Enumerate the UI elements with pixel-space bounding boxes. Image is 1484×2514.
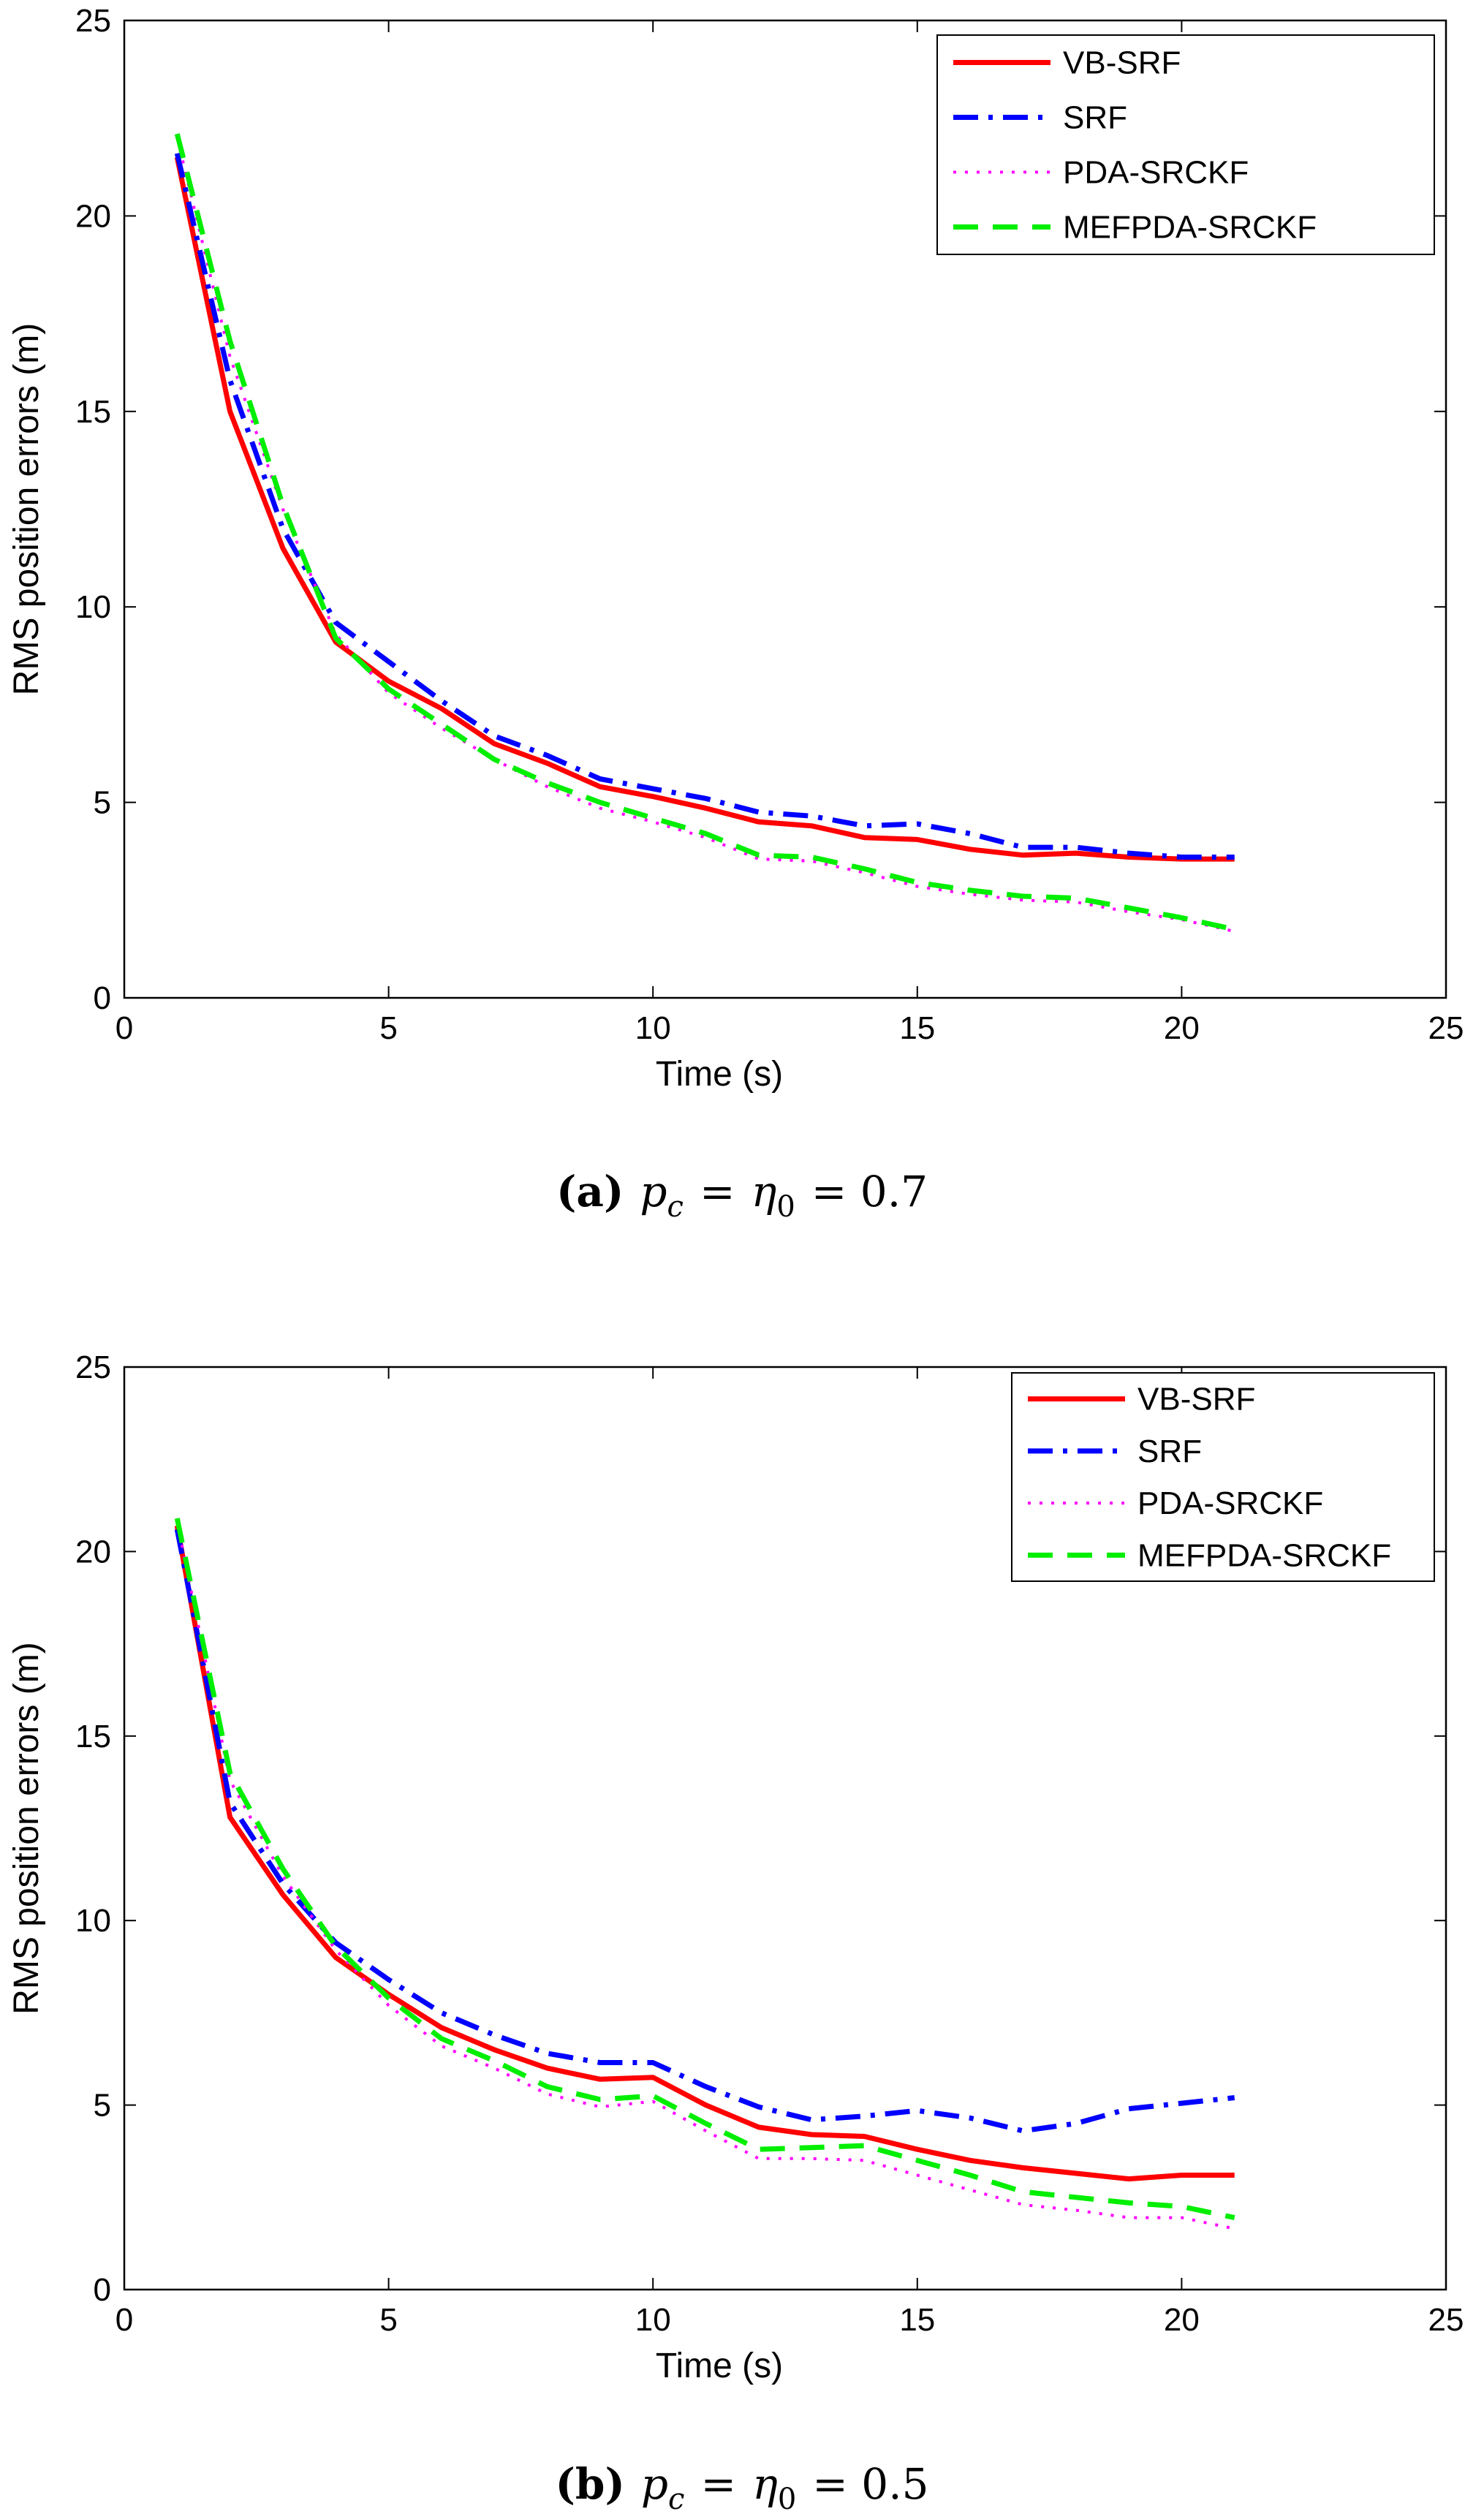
legend-box [936,34,1435,255]
series-line-mefpda-srckf [174,133,1235,932]
caption: (a) pc = η0 = 0.7 [556,1167,928,1224]
caption-value: = 0.5 [812,2459,928,2509]
caption-sub: c [668,2483,684,2514]
caption-label: (a) [556,1167,624,1216]
caption-eq: = [700,2459,736,2509]
caption-var: p [640,1167,667,1216]
legend-label: MEFPDA-SRCKF [1137,1537,1391,1573]
y-tick-label: 10 [75,589,111,625]
legend: VB-SRF SRF PDA-SRCKF MEFPDA-SRCKF [1011,1372,1435,1582]
x-tick-label: 20 [1164,2302,1200,2338]
chart-panel-a: 0 5 10 15 20 25 0 5 10 15 20 25 Time (s) RMS position… [7,3,1464,1224]
y-tick-label: 25 [75,1349,111,1385]
y-tick-label: 15 [75,394,111,430]
caption-sub: 0 [776,1190,795,1224]
legend-label: VB-SRF [1137,1382,1255,1417]
y-tick-label: 0 [94,2272,111,2308]
series-line-mefpda-srckf [174,1518,1235,2221]
series-line-pda-srckf [175,1521,1235,2230]
y-tick-label: 25 [75,3,111,39]
legend-label: SRF [1137,1434,1202,1469]
legend-label: VB-SRF [1063,45,1181,81]
caption-var: p [641,2459,668,2509]
caption-sub: 0 [778,2483,796,2514]
legend-box [1011,1372,1435,1582]
y-axis-label: RMS position errors (m) [7,323,46,695]
y-tick-label: 0 [94,980,111,1016]
caption-value: = 0.7 [811,1167,928,1216]
x-tick-label: 20 [1164,1010,1200,1046]
series-line-vb-srf [174,1525,1235,2182]
y-axis-label: RMS position errors (m) [7,1642,46,2014]
y-tick-label: 5 [94,2088,111,2124]
x-tick-label: 10 [635,1010,671,1046]
x-tick-label: 15 [899,1010,935,1046]
legend-label: PDA-SRCKF [1137,1485,1323,1521]
x-tick-label: 0 [116,1010,133,1046]
series-line-srf [174,1529,1235,2134]
legend-label: MEFPDA-SRCKF [1063,210,1317,246]
legend-label: PDA-SRCKF [1063,155,1249,191]
x-tick-label: 10 [635,2302,671,2338]
caption: (b) pc = η0 = 0.5 [555,2459,928,2514]
caption-sub: c [667,1190,684,1224]
y-tick-label: 20 [75,1534,111,1570]
x-tick-label: 25 [1428,1010,1464,1046]
series-line-srf [174,153,1235,860]
y-tick-label: 5 [94,785,111,821]
x-tick-label: 15 [899,2302,935,2338]
x-tick-label: 0 [116,2302,133,2338]
x-tick-label: 5 [379,1010,397,1046]
caption-label: (b) [555,2459,624,2509]
x-axis-label: Time (s) [656,2347,783,2385]
caption-eq: = [700,1167,735,1216]
chart-panel-b: 0 5 10 15 20 25 0 5 10 15 20 25 Time (s) RMS position… [7,1349,1464,2514]
y-tick-label: 20 [75,198,111,234]
x-tick-label: 5 [379,2302,397,2338]
caption-var: η [752,1167,777,1216]
y-tick-label: 10 [75,1903,111,1939]
legend: VB-SRF SRF PDA-SRCKF MEFPDA-SRCKF [936,34,1435,255]
y-tick-label: 15 [75,1719,111,1754]
caption-var: η [752,2459,778,2509]
legend-label: SRF [1063,100,1127,136]
x-axis-label: Time (s) [656,1055,783,1094]
x-tick-label: 25 [1428,2302,1464,2338]
